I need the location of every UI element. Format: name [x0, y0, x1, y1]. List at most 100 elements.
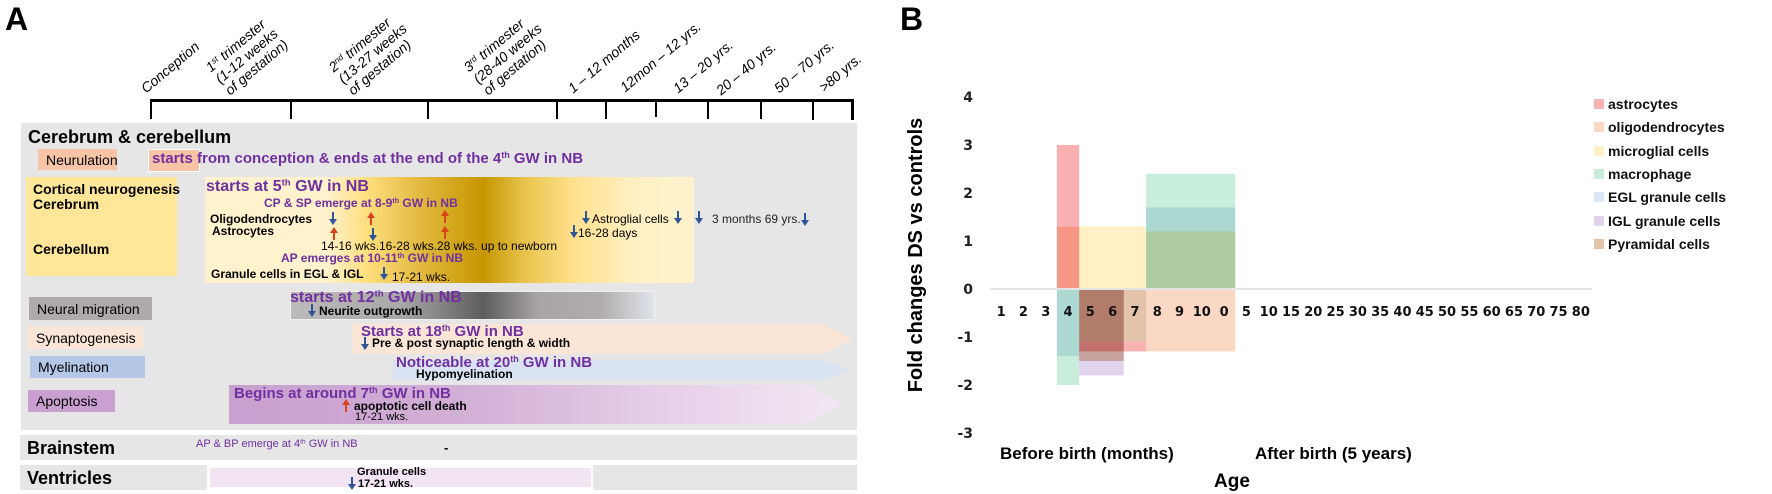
- myelination-start-note: Noticeable at 20th GW in NB: [396, 354, 593, 371]
- legend-swatch: [1594, 238, 1604, 249]
- x-tick-label: 30: [1349, 305, 1367, 320]
- x-tick-label: 5: [1242, 305, 1251, 320]
- row-label-apoptosis: Apoptosis: [28, 390, 115, 412]
- ap-emerges-note: AP emerges at 10-11th GW in NB: [281, 251, 463, 265]
- down-arrow-icon: [308, 304, 316, 317]
- timeline-tick: [851, 99, 854, 120]
- synaptogenesis-start-note: Starts at 18th GW in NB: [361, 323, 524, 340]
- row-label-neural-migration: Neural migration: [29, 297, 152, 320]
- days-16-28: 16-28 days: [578, 226, 638, 240]
- synaptogenesis-bar: [352, 324, 853, 354]
- granule-cells-egl-igl: Granule cells in EGL & IGL: [211, 267, 364, 281]
- x-tick-label: 20: [1304, 305, 1322, 320]
- timeline-tick: [707, 99, 709, 119]
- legend-item: macrophage: [1594, 166, 1691, 182]
- x-tick-label: 40: [1393, 305, 1411, 320]
- x-tick-label: 35: [1371, 305, 1389, 320]
- legend-label: IGL granule cells: [1608, 212, 1721, 229]
- neurulation-note: starts from conception & ends at the end…: [152, 150, 584, 167]
- y-tick-label: 2: [963, 186, 973, 202]
- panel-a-label: A: [5, 1, 29, 37]
- x-axis-title: Age: [1214, 471, 1250, 492]
- x-tick-label: 5: [1086, 305, 1095, 320]
- legend-swatch: [1594, 145, 1604, 156]
- y-tick-label: -2: [957, 378, 973, 394]
- x-tick-label: 75: [1550, 305, 1568, 320]
- neurite-outgrowth: Neurite outgrowth: [319, 304, 423, 318]
- neurulation-bar: [148, 149, 200, 172]
- legend-swatch: [1594, 215, 1604, 226]
- legend-item: IGL granule cells: [1594, 213, 1721, 229]
- apoptosis-start-note: Begins at around 7th GW in NB: [234, 385, 451, 402]
- timeline-axis: [150, 99, 854, 102]
- x-tick-label: 7: [1130, 305, 1139, 320]
- section-title-cerebrum: Cerebrum & cerebellum: [28, 127, 232, 147]
- legend-label: Pyramidal cells: [1608, 235, 1710, 252]
- apoptotic-cell-death: apoptotic cell death: [354, 399, 467, 413]
- legend-swatch: [1594, 122, 1604, 133]
- y-tick-label: 1: [963, 234, 973, 250]
- apoptosis-bar: [229, 385, 843, 424]
- label-cerebrum: Cerebrum: [33, 196, 100, 212]
- hypomyelination: Hypomyelination: [416, 367, 513, 381]
- y-tick-label: 4: [963, 90, 973, 106]
- row-label-neurulation: Neurulation: [38, 149, 118, 170]
- y-tick-label: 0: [963, 282, 973, 298]
- x-group-label-after-birth: After birth (5 years): [1255, 444, 1412, 463]
- row-label-neurogenesis: [26, 177, 177, 276]
- x-tick-label: 8: [1153, 305, 1162, 320]
- x-tick-label: 6: [1108, 305, 1117, 320]
- brainstem-dash: -: [444, 440, 449, 455]
- down-arrow-icon: [674, 211, 682, 224]
- down-arrow-icon: [570, 225, 578, 238]
- down-arrow-icon: [348, 477, 356, 490]
- label-oligodendrocytes: Oligodendrocytes: [210, 212, 313, 226]
- bar-microglial-cells: [1079, 226, 1147, 289]
- neural-migration-bar: [290, 291, 655, 320]
- apoptosis-weeks: 17-21 wks.: [355, 411, 409, 423]
- timeline-tick: [290, 99, 292, 119]
- x-tick-label: 4: [1064, 305, 1073, 320]
- x-tick-label: 55: [1460, 305, 1478, 320]
- legend-item: EGL granule cells: [1594, 189, 1726, 205]
- row-label-myelination: Myelination: [30, 356, 145, 378]
- label-cerebellum: Cerebellum: [33, 241, 110, 257]
- y-tick-label: -3: [957, 426, 973, 442]
- legend-item: astrocytes: [1594, 96, 1678, 112]
- legend-item: Pyramidal cells: [1594, 236, 1710, 252]
- legend-swatch: [1594, 99, 1604, 109]
- x-tick-label: 45: [1416, 305, 1434, 320]
- up-arrow-icon: [330, 227, 338, 240]
- legend-item: oligodendrocytes: [1594, 119, 1725, 135]
- bar-oligodendrocytes: [1056, 226, 1080, 289]
- ventricles-bar: [210, 468, 591, 487]
- ventricles-weeks: 17-21 wks.: [358, 478, 414, 490]
- section-title-ventricles: Ventricles: [27, 468, 113, 488]
- astroglial-cells: Astroglial cells: [592, 212, 669, 226]
- timeline-tick: [812, 99, 814, 120]
- x-tick-label: 50: [1438, 305, 1456, 320]
- timeline-tick: [655, 99, 657, 117]
- label-astrocytes: Astrocytes: [212, 224, 275, 238]
- x-tick-label: 15: [1282, 305, 1300, 320]
- bar-egl-granule-cells: [1146, 207, 1236, 289]
- neurogenesis-bar: [205, 177, 694, 283]
- x-tick-label: 9: [1175, 305, 1184, 320]
- neurogenesis-start-note: starts at 5th GW in NB: [206, 177, 369, 195]
- legend-label: astrocytes: [1608, 96, 1679, 112]
- legend-swatch: [1594, 168, 1604, 179]
- up-arrow-icon: [367, 212, 375, 225]
- weeks-14-16: 14-16 wks.: [321, 239, 380, 253]
- section-title-brainstem: Brainstem: [27, 438, 116, 458]
- up-arrow-icon: [441, 226, 449, 239]
- bar-egl-granule-cells: [1056, 289, 1080, 357]
- x-tick-label: 1: [997, 305, 1006, 320]
- down-arrow-icon: [801, 213, 809, 226]
- x-tick-label: 65: [1505, 305, 1523, 320]
- x-tick-label: 70: [1527, 305, 1545, 320]
- brainstem-note: AP & BP emerge at 4th GW in NB: [196, 438, 358, 450]
- x-tick-label: 80: [1572, 305, 1590, 320]
- x-tick-label: 60: [1483, 305, 1501, 320]
- legend-item: microglial cells: [1594, 143, 1709, 159]
- down-arrow-icon: [695, 211, 703, 224]
